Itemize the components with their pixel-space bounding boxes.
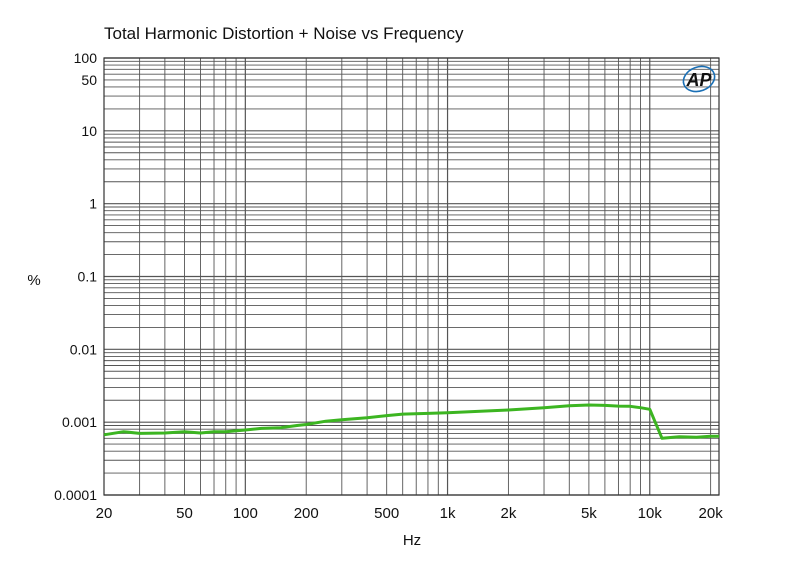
x-tick-label: 5k [581, 505, 597, 522]
x-tick-label: 1k [440, 505, 456, 522]
y-tick-label: 0.0001 [54, 487, 97, 503]
y-tick-label: 50 [81, 72, 97, 88]
ap-logo: AP [682, 65, 716, 93]
logo-text: AP [685, 70, 712, 90]
tick-labels: 20 50 100 200 500 1k 2k 5k 10k 20k 100 50 10 1 0.1 0.01… [54, 50, 723, 522]
plot-frame [103, 57, 720, 496]
x-axis-label: Hz [403, 532, 421, 549]
chart-title: Total Harmonic Distortion + Noise vs Fre… [104, 24, 464, 43]
series-layer [103, 403, 719, 440]
x-tick-label: 100 [233, 505, 258, 522]
y-tick-label: 0.01 [70, 341, 97, 357]
y-tick-label: 10 [81, 123, 97, 139]
x-tick-label: 200 [294, 505, 319, 522]
x-tick-label: 50 [176, 505, 193, 522]
thd-series-line [103, 403, 719, 440]
y-axis-label: % [27, 272, 40, 289]
x-tick-label: 20k [699, 505, 724, 522]
y-tick-label: 0.1 [78, 269, 98, 285]
logo-swoosh-icon [682, 65, 716, 93]
y-tick-label: 0.001 [62, 414, 97, 430]
x-tick-label: 2k [500, 505, 516, 522]
x-tick-label: 10k [638, 505, 663, 522]
grid [103, 57, 720, 496]
x-tick-label: 500 [374, 505, 399, 522]
y-tick-label: 100 [74, 50, 98, 66]
y-tick-label: 1 [89, 196, 97, 212]
x-tick-label: 20 [96, 505, 113, 522]
